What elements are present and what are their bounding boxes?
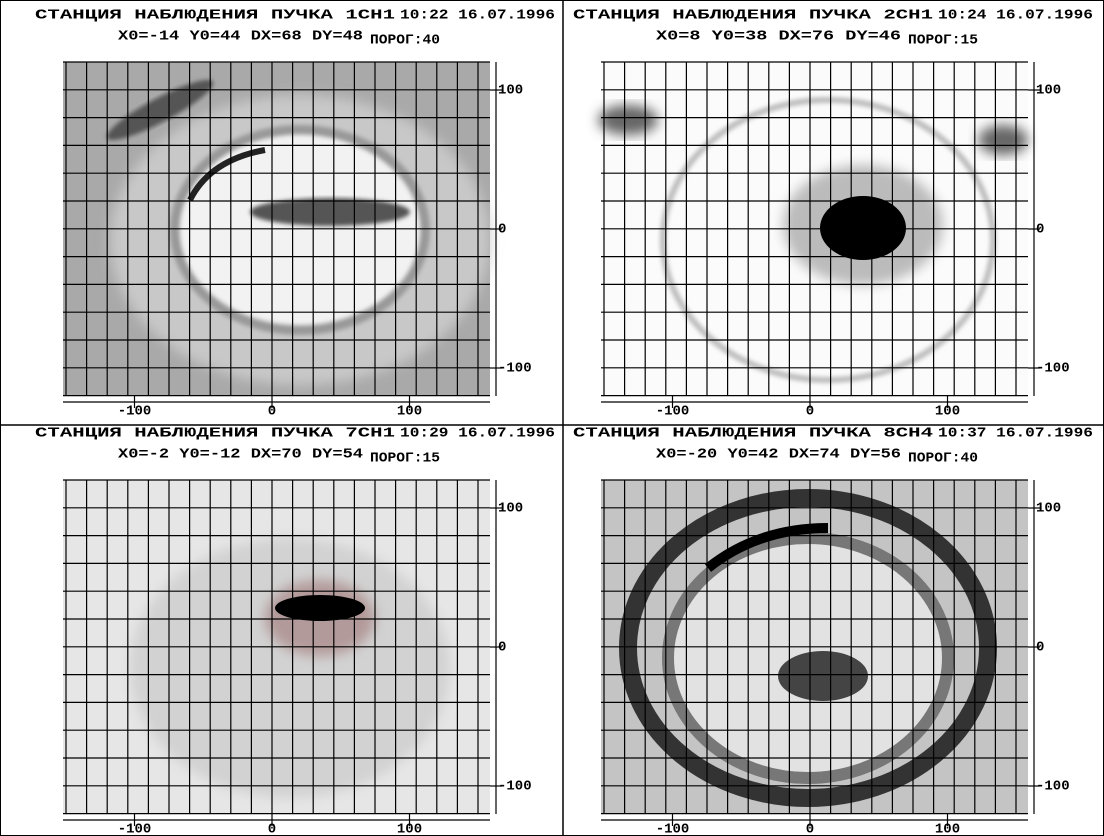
threshold: ПОРОГ:40 [370,33,440,49]
x-tick-label: 100 [935,822,960,836]
x-tick-label: 100 [397,404,422,420]
panel: СТАНЦИЯ НАБЛЮДЕНИЯ ПУЧКА 7CH1 10:29 16.07… [35,426,555,836]
panel-title: СТАНЦИЯ НАБЛЮДЕНИЯ ПУЧКА 8CH4 [573,426,933,442]
panel: СТАНЦИЯ НАБЛЮДЕНИЯ ПУЧКА 2CH1 10:24 16.07… [573,8,1093,420]
timestamp: 10:29 16.07.1996 [400,426,555,442]
beam-params: X0=8 Y0=38 DX=76 DY=46 [656,29,901,45]
panel-title: СТАНЦИЯ НАБЛЮДЕНИЯ ПУЧКА 1CH1 [35,8,395,24]
y-tick-label: -100 [1036,779,1070,795]
x-tick-label: 0 [806,822,814,836]
panel-title: СТАНЦИЯ НАБЛЮДЕНИЯ ПУЧКА 2CH1 [573,8,933,24]
timestamp: 10:37 16.07.1996 [938,426,1093,442]
y-tick-label: 100 [1036,501,1061,517]
image-spot [275,595,365,621]
threshold: ПОРОГ:15 [370,451,440,467]
panel-title: СТАНЦИЯ НАБЛЮДЕНИЯ ПУЧКА 7CH1 [35,426,395,442]
timestamp: 10:24 16.07.1996 [938,8,1093,24]
y-tick-label: -100 [498,779,532,795]
y-tick-label: -100 [1036,361,1070,377]
image-ring [130,538,450,798]
y-tick-label: 0 [1036,640,1044,656]
y-tick-label: 100 [498,501,523,517]
image-spot [820,196,906,260]
panel: СТАНЦИЯ НАБЛЮДЕНИЯ ПУЧКА 8CH4 10:37 16.07… [573,426,1093,836]
image-spot [778,651,868,701]
y-tick-label: 0 [498,640,506,656]
x-tick-label: -100 [656,404,690,420]
x-tick-label: 0 [268,822,276,836]
image-spot [598,105,658,135]
screen: СТАНЦИЯ НАБЛЮДЕНИЯ ПУЧКА 1CH1 10:22 16.07… [0,0,1104,836]
y-tick-label: -100 [498,361,532,377]
beam-params: X0=-2 Y0=-12 DX=70 DY=54 [118,447,363,463]
y-tick-label: 0 [1036,222,1044,238]
panel: СТАНЦИЯ НАБЛЮДЕНИЯ ПУЧКА 1CH1 10:22 16.07… [35,8,555,420]
y-tick-label: 100 [498,83,523,99]
image-spot [250,198,410,226]
image-ring [175,130,425,330]
timestamp: 10:22 16.07.1996 [400,8,555,24]
y-tick-label: 100 [1036,83,1061,99]
x-tick-label: 100 [935,404,960,420]
threshold: ПОРОГ:15 [908,33,978,49]
y-tick-label: 0 [498,222,506,238]
threshold: ПОРОГ:40 [908,451,978,467]
x-tick-label: -100 [118,404,152,420]
x-tick-label: 100 [397,822,422,836]
beam-params: X0=-20 Y0=42 DX=74 DY=56 [656,447,901,463]
x-tick-label: -100 [656,822,690,836]
x-tick-label: 0 [268,404,276,420]
x-tick-label: 0 [806,404,814,420]
x-tick-label: -100 [118,822,152,836]
beam-params: X0=-14 Y0=44 DX=68 DY=48 [118,29,363,45]
image-spot [978,125,1028,155]
